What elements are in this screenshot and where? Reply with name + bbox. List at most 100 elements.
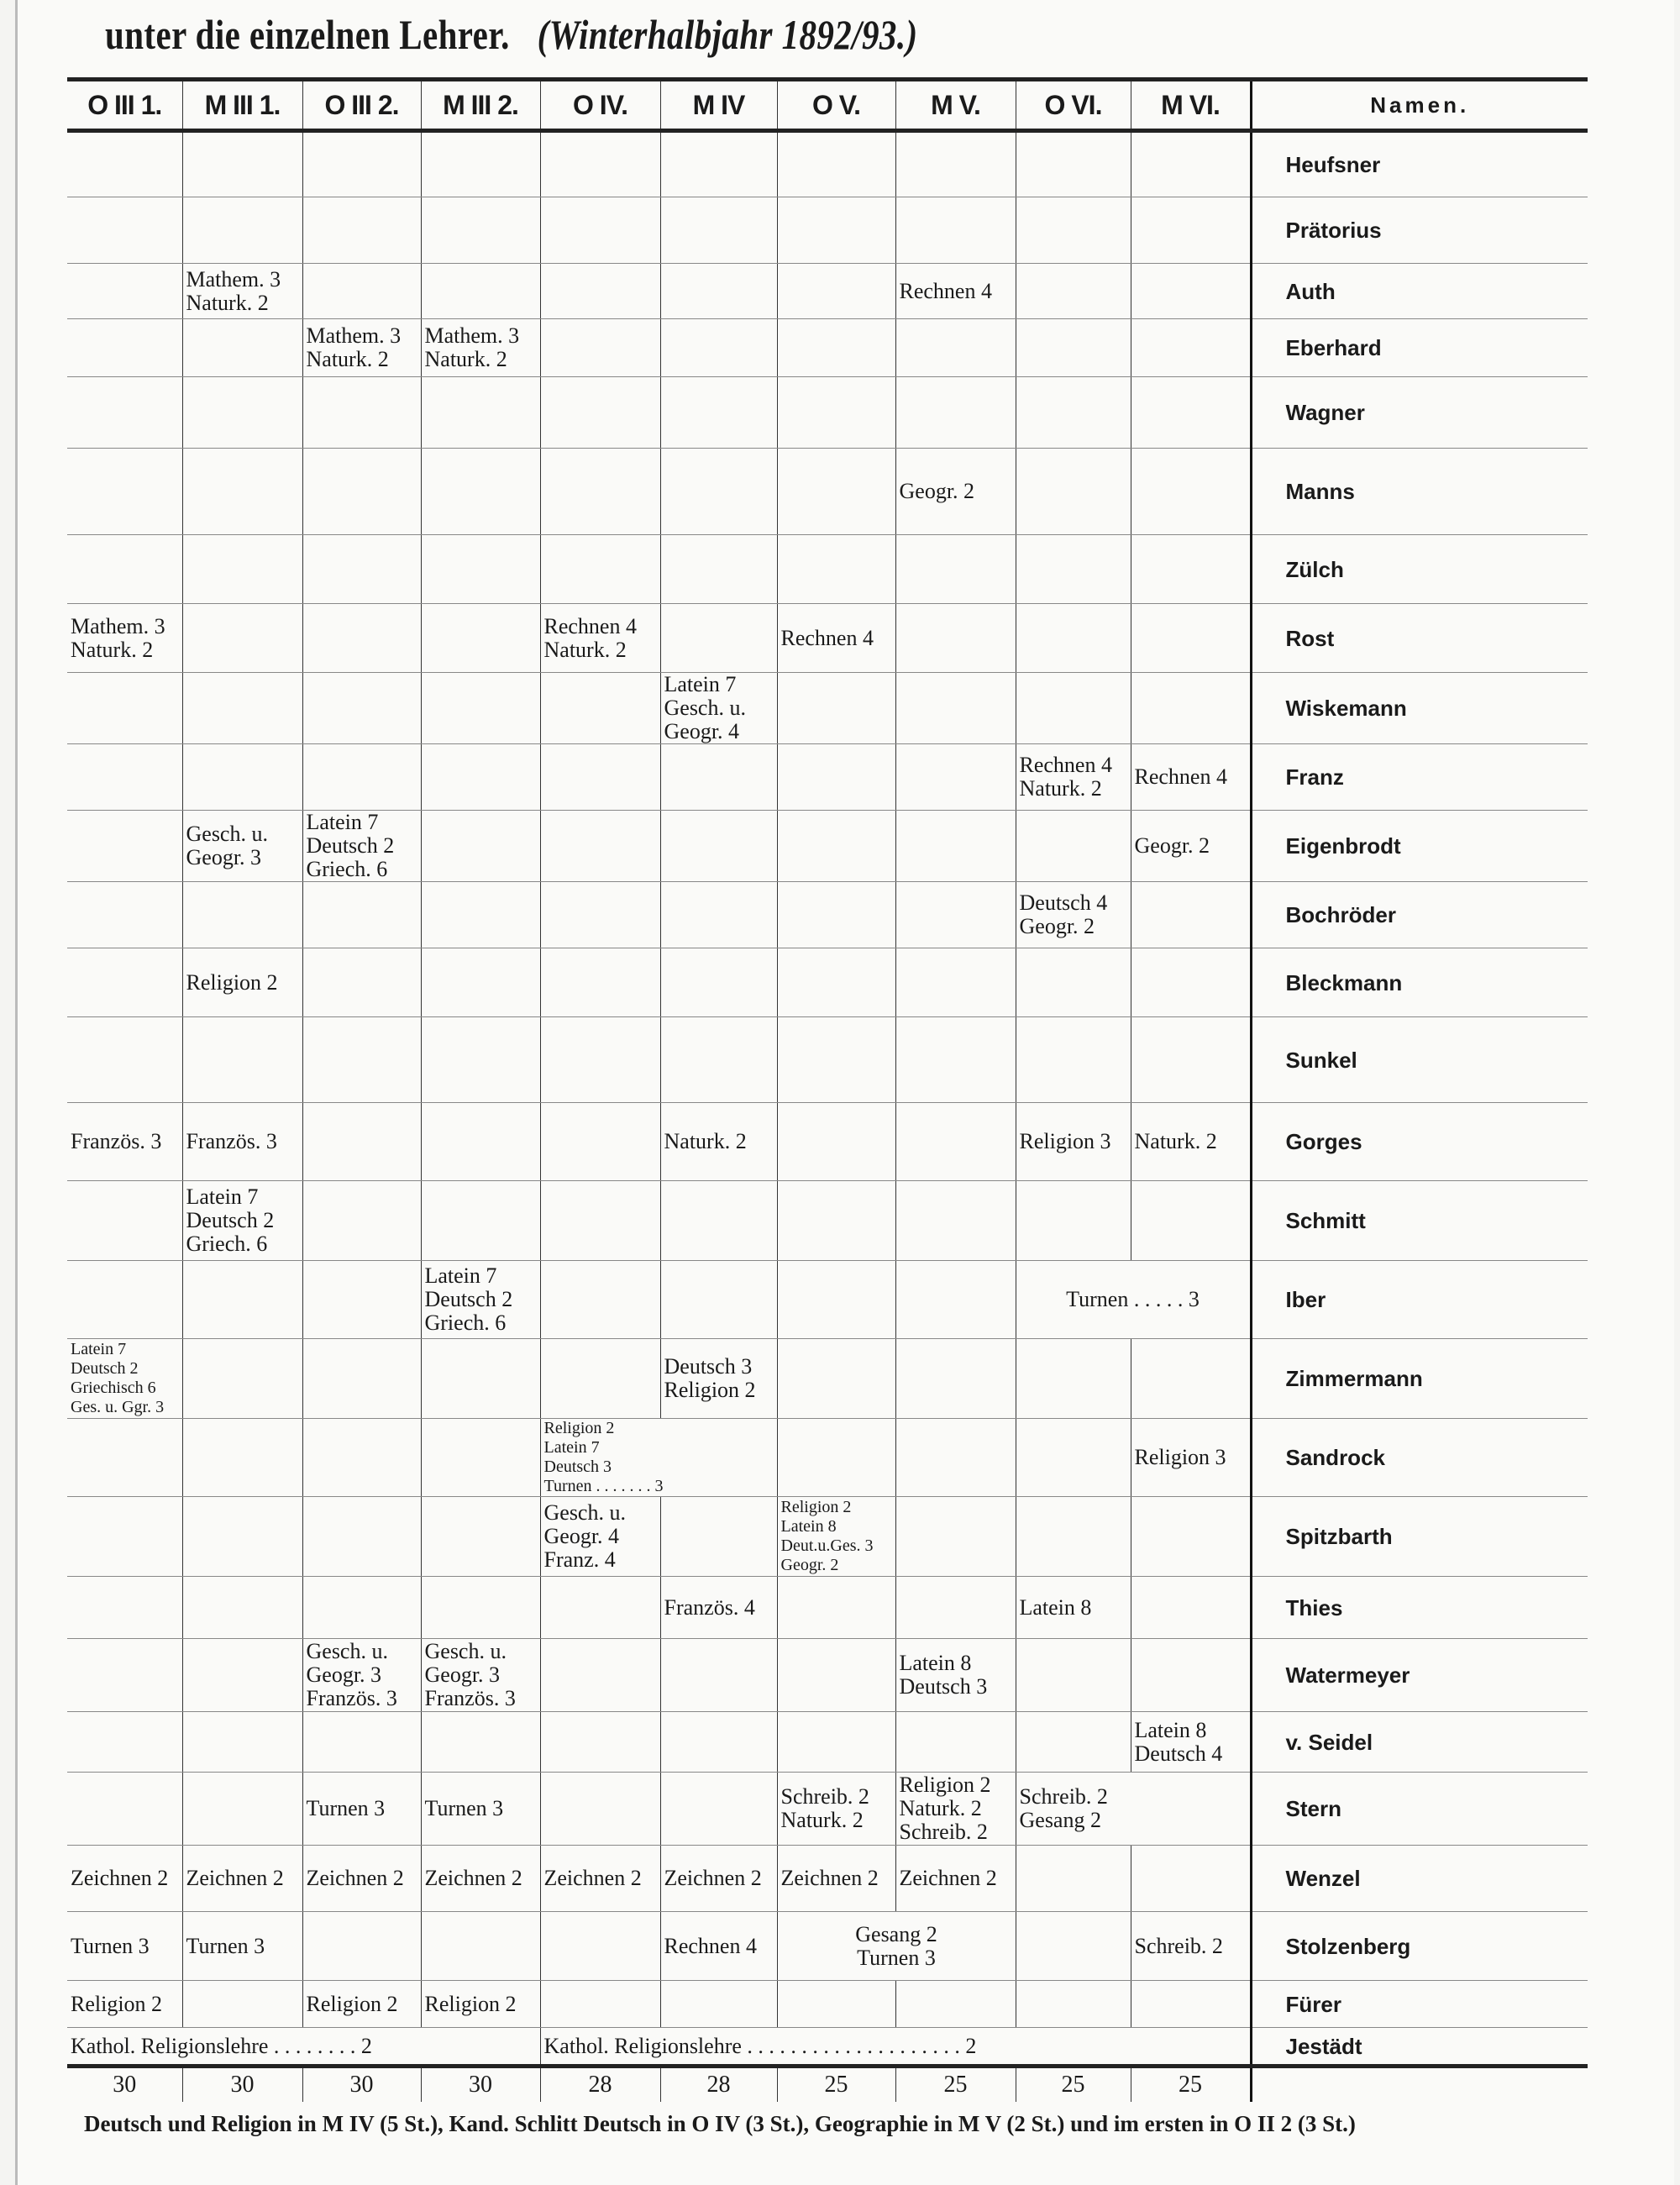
lesson-cell: [895, 534, 1016, 604]
column-header-class: O VI.: [1015, 77, 1131, 133]
lesson-cell: [659, 1496, 777, 1577]
lesson-cell: [420, 1338, 540, 1419]
table-row: Geogr. 2 Manns: [67, 448, 1588, 535]
table-row: Rechnen 4 Naturk. 2 Rechnen 4 Franz: [67, 743, 1588, 811]
lesson-cell: [67, 810, 182, 882]
teacher-name: Bochröder: [1249, 881, 1588, 948]
lesson-cell: [539, 810, 660, 882]
lesson-cell: [181, 603, 302, 673]
lesson-cell: [1015, 197, 1131, 264]
lesson-cell: Gesang 2 Turnen 3: [776, 1911, 1016, 1981]
lesson-cell: [1130, 948, 1251, 1017]
lesson-cell: Deutsch 4 Geogr. 2: [1015, 881, 1131, 948]
header-row: O III 1. M III 1. O III 2. M III 2. O IV. M I…: [67, 77, 1588, 133]
column-header-class: M V.: [895, 77, 1016, 133]
lesson-cell: [67, 1016, 182, 1103]
lesson-cell: [302, 948, 421, 1017]
lesson-cell: Religion 2 Latein 7 Deutsch 3 Turnen . .…: [539, 1418, 777, 1497]
lesson-cell: Religion 2: [67, 1980, 182, 2028]
lesson-cell: [539, 743, 660, 811]
lesson-cell: [776, 1016, 895, 1103]
totals-row: 30 30 30 30 28 28 25 25 25 25: [67, 2066, 1588, 2102]
lesson-cell: [420, 810, 540, 882]
column-header-class: M III 2.: [420, 77, 540, 133]
lesson-cell: [302, 1711, 421, 1773]
lesson-cell: [302, 672, 421, 744]
lesson-cell: Zeichnen 2: [659, 1845, 777, 1912]
lesson-cell: [1015, 1180, 1131, 1261]
class-total: 28: [659, 2066, 777, 2102]
lesson-cell: [420, 448, 540, 535]
title-main: unter die einzelnen Lehrer.: [105, 11, 510, 58]
table-row: Latein 7 Deutsch 2 Griechisch 6 Ges. u. …: [67, 1338, 1588, 1419]
lesson-cell: [776, 1260, 895, 1339]
lesson-cell: [776, 881, 895, 948]
lesson-cell: Schreib. 2: [1130, 1911, 1251, 1981]
lesson-cell: [895, 1418, 1016, 1497]
lesson-cell: [1130, 1016, 1251, 1103]
lesson-cell: [659, 743, 777, 811]
class-total: 25: [1015, 2066, 1131, 2102]
lesson-cell: [181, 881, 302, 948]
table-wrapper: O III 1. M III 1. O III 2. M III 2. O IV. M I…: [67, 77, 1588, 2138]
lesson-cell: [895, 1260, 1016, 1339]
table-row: Mathem. 3 Naturk. 2 Rechnen 4 Naturk. 2 Re…: [67, 603, 1588, 673]
lesson-cell: [776, 1418, 895, 1497]
lesson-cell: [895, 743, 1016, 811]
lesson-cell: Mathem. 3 Naturk. 2: [420, 318, 540, 377]
lesson-cell: Religion 2: [181, 948, 302, 1017]
lesson-cell: [420, 1180, 540, 1261]
lesson-cell: [67, 318, 182, 377]
teacher-name: Iber: [1249, 1260, 1588, 1339]
lesson-cell: [895, 881, 1016, 948]
lesson-cell: [776, 1638, 895, 1712]
lesson-cell: [659, 603, 777, 673]
lesson-cell: [776, 197, 895, 264]
lesson-cell: [181, 1772, 302, 1846]
lesson-cell: Religion 2: [420, 1980, 540, 2028]
lesson-cell: [302, 1016, 421, 1103]
lesson-cell: [1015, 448, 1131, 535]
table-row: Zülch: [67, 534, 1588, 604]
teacher-name: Prätorius: [1249, 197, 1588, 264]
lesson-cell: Religion 3: [1130, 1418, 1251, 1497]
lesson-cell: Zeichnen 2: [895, 1845, 1016, 1912]
lesson-cell: [539, 376, 660, 449]
lesson-cell: [659, 1180, 777, 1261]
lesson-cell: [181, 1338, 302, 1419]
teacher-name: Schmitt: [1249, 1180, 1588, 1261]
lesson-cell: [659, 1016, 777, 1103]
lesson-cell: Schreib. 2 Gesang 2: [1015, 1772, 1251, 1846]
lesson-cell: [420, 1016, 540, 1103]
lesson-cell: [1015, 603, 1131, 673]
lesson-cell: [67, 197, 182, 264]
teacher-name: Gorges: [1249, 1102, 1588, 1181]
teacher-name: Watermeyer: [1249, 1638, 1588, 1712]
lesson-cell: [539, 1338, 660, 1419]
teacher-name: Manns: [1249, 448, 1588, 535]
lesson-cell: [539, 1980, 660, 2028]
lesson-cell: [659, 1260, 777, 1339]
teacher-name: Zimmermann: [1249, 1338, 1588, 1419]
teacher-name: Rost: [1249, 603, 1588, 673]
lesson-cell: [776, 1980, 895, 2028]
lesson-cell: [895, 376, 1016, 449]
lesson-cell: [67, 534, 182, 604]
lesson-cell: Latein 7 Deutsch 2 Griech. 6: [302, 810, 421, 882]
lesson-cell: [302, 1260, 421, 1339]
lesson-cell: Rechnen 4: [895, 263, 1016, 319]
teacher-name: Spitzbarth: [1249, 1496, 1588, 1577]
lesson-cell: [1015, 1496, 1131, 1577]
lesson-cell: Religion 3: [1015, 1102, 1131, 1181]
lesson-cell: Rechnen 4: [776, 603, 895, 673]
lesson-cell: [659, 881, 777, 948]
teacher-name: Wagner: [1249, 376, 1588, 449]
lesson-cell: [659, 948, 777, 1017]
lesson-cell: [776, 1576, 895, 1639]
table-row: Religion 2 Bleckmann: [67, 948, 1588, 1017]
class-total: 30: [113, 2072, 137, 2098]
lesson-cell: Naturk. 2: [659, 1102, 777, 1181]
lesson-cell: [895, 1980, 1016, 2028]
class-total: 25: [1130, 2066, 1251, 2102]
lesson-cell: [776, 534, 895, 604]
